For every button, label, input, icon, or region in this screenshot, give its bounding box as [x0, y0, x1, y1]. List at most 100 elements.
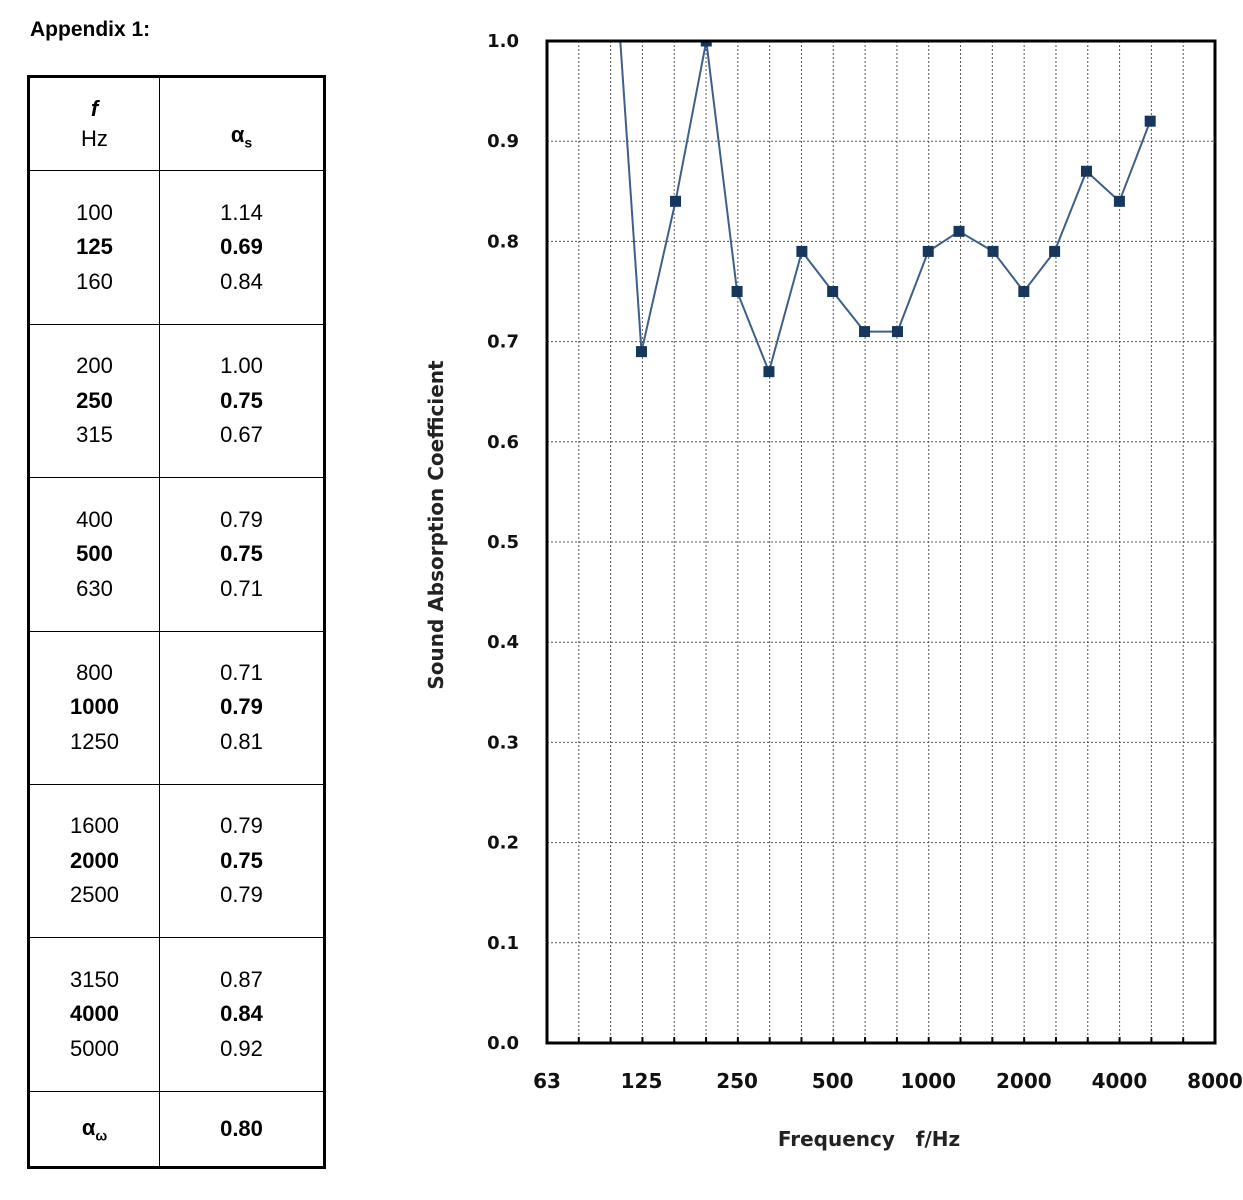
frequency-value-octave: 4000 — [70, 1001, 119, 1027]
x-tick-label: 2000 — [996, 1069, 1052, 1093]
alpha-value: 0.81 — [220, 728, 263, 754]
alpha-value: 0.71 — [220, 659, 263, 685]
y-tick-label: 0.0 — [487, 1033, 519, 1054]
frequency-value: 3150 — [70, 966, 119, 992]
frequency-group-cell: 3150 4000 5000 — [28, 937, 160, 1092]
header-alpha-symbol: αs — [230, 121, 253, 151]
frequency-value: 630 — [76, 575, 113, 601]
data-point — [796, 245, 808, 257]
alpha-group-cell: 0.79 0.75 0.71 — [159, 477, 325, 632]
alpha-value: 0.71 — [220, 575, 263, 601]
alpha-value: 0.67 — [220, 422, 263, 448]
alpha-value: 1.00 — [220, 353, 263, 379]
alpha-value: 0.79 — [220, 506, 263, 532]
header-alpha-cell: αs — [159, 75, 325, 172]
alpha-value: 0.92 — [220, 1035, 263, 1061]
alpha-value: 0.84 — [220, 268, 263, 294]
frequency-value: 400 — [76, 506, 113, 532]
frequency-value: 315 — [76, 422, 113, 448]
data-point — [670, 195, 682, 207]
alpha-value-octave: 0.69 — [220, 234, 263, 260]
y-tick-label: 0.6 — [487, 432, 519, 453]
x-tick-label: 125 — [621, 1069, 663, 1093]
plot-frame — [545, 39, 1217, 1045]
data-point — [1049, 245, 1061, 257]
y-tick-label: 0.4 — [487, 632, 519, 653]
weighted-alpha-subscript: ω — [95, 1127, 108, 1144]
alpha-value-octave: 0.75 — [220, 541, 263, 567]
header-hz-unit: Hz — [81, 126, 108, 152]
table-total-row: αω 0.80 — [28, 1090, 325, 1169]
series-line — [619, 41, 1152, 375]
y-tick-label: 0.3 — [487, 732, 519, 753]
y-tick-label: 0.2 — [487, 833, 519, 854]
data-point — [763, 366, 775, 378]
frequency-group-cell: 1600 2000 2500 — [28, 783, 160, 939]
appendix-title: Appendix 1: — [30, 18, 151, 41]
y-tick-label: 0.7 — [487, 332, 519, 353]
frequency-group-cell: 200 250 315 — [28, 323, 160, 479]
data-point — [987, 245, 999, 257]
header-alpha-char: α — [230, 121, 245, 147]
x-tick-label: 8000 — [1187, 1069, 1243, 1093]
grid — [547, 41, 1215, 1043]
frequency-group-cell: 400 500 630 — [28, 477, 160, 632]
frequency-value-octave: 125 — [76, 234, 113, 260]
frequency-value: 800 — [76, 659, 113, 685]
x-tick-label: 250 — [716, 1069, 758, 1093]
table-row: 400 500 630 0.79 0.75 0.71 — [28, 477, 325, 632]
data-point — [922, 245, 934, 257]
alpha-value: 0.79 — [220, 813, 263, 839]
table-header-row: f Hz αs — [28, 75, 325, 172]
table-row: 800 1000 1250 0.71 0.79 0.81 — [28, 630, 325, 785]
data-point — [891, 326, 903, 338]
header-f-symbol: f — [90, 96, 99, 122]
alpha-value: 0.79 — [220, 882, 263, 908]
alpha-group-cell: 1.14 0.69 0.84 — [159, 170, 325, 325]
table-row: 200 250 315 1.00 0.75 0.67 — [28, 323, 325, 479]
frequency-value: 100 — [76, 199, 113, 225]
x-tick-label: 63 — [533, 1069, 561, 1093]
x-tick-label: 1000 — [900, 1069, 956, 1093]
data-point — [1113, 195, 1125, 207]
alpha-value-octave: 0.75 — [220, 847, 263, 873]
frequency-value: 1600 — [70, 813, 119, 839]
x-axis-label: Frequency f/Hz — [778, 1127, 960, 1151]
frequency-group-cell: 800 1000 1250 — [28, 630, 160, 785]
table-row: 3150 4000 5000 0.87 0.84 0.92 — [28, 937, 325, 1092]
alpha-value-octave: 0.75 — [220, 387, 263, 413]
data-point — [1018, 286, 1030, 297]
frequency-value-octave: 2000 — [70, 847, 119, 873]
frequency-absorption-table: f Hz αs 100 125 160 1.14 0.69 0.84 200 2… — [27, 75, 326, 1169]
frequency-value-octave: 250 — [76, 387, 113, 413]
weighted-alpha-char: α — [81, 1114, 96, 1140]
y-tick-label: 0.9 — [487, 131, 519, 152]
frequency-value: 5000 — [70, 1035, 119, 1061]
header-frequency-cell: f Hz — [28, 75, 160, 172]
data-point — [859, 326, 871, 338]
weighted-alpha-value-cell: 0.80 — [159, 1090, 325, 1169]
alpha-value-octave: 0.84 — [220, 1001, 263, 1027]
x-tick-label: 500 — [812, 1069, 854, 1093]
data-point — [1144, 115, 1156, 127]
alpha-value: 0.87 — [220, 966, 263, 992]
data-point — [635, 346, 647, 358]
alpha-group-cell: 0.87 0.84 0.92 — [159, 937, 325, 1092]
frequency-value-octave: 1000 — [70, 694, 119, 720]
data-point — [953, 225, 965, 237]
table-row: 100 125 160 1.14 0.69 0.84 — [28, 170, 325, 325]
header-alpha-subscript: s — [244, 134, 253, 151]
frequency-value: 200 — [76, 353, 113, 379]
data-point — [1080, 165, 1092, 177]
frequency-value: 2500 — [70, 882, 119, 908]
y-tick-label: 1.0 — [487, 31, 519, 52]
frequency-value-octave: 500 — [76, 541, 113, 567]
frequency-value: 160 — [76, 268, 113, 294]
y-tick-label: 0.8 — [487, 231, 519, 252]
alpha-value: 1.14 — [220, 199, 263, 225]
x-tick-label: 4000 — [1092, 1069, 1148, 1093]
alpha-group-cell: 0.71 0.79 0.81 — [159, 630, 325, 785]
alpha-value-octave: 0.79 — [220, 694, 263, 720]
